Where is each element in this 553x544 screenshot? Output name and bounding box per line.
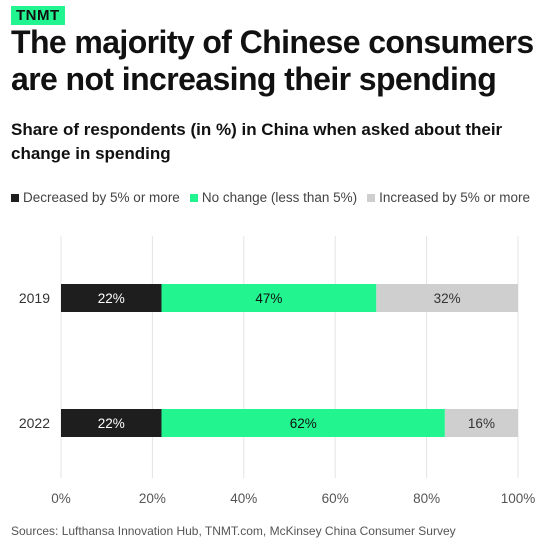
bar-segment [444, 409, 518, 437]
legend-label-no-change: No change (less than 5%) [201, 190, 358, 205]
legend-swatch-increased [367, 193, 376, 202]
x-tick-label: 80% [413, 491, 440, 506]
legend-item-increased: Increased by 5% or more [367, 190, 530, 205]
legend: Decreased by 5% or more No change (less … [11, 190, 530, 205]
category-label: 2022 [19, 415, 50, 431]
data-label: 22% [98, 416, 125, 431]
data-label: 16% [468, 416, 495, 431]
legend-item-no-change: No change (less than 5%) [189, 190, 358, 205]
legend-label-decreased: Decreased by 5% or more [23, 190, 180, 205]
bar-segment [161, 284, 377, 312]
legend-swatch-no-change [189, 193, 198, 202]
x-tick-label: 0% [51, 491, 71, 506]
category-label: 2019 [19, 290, 50, 306]
source-note: Sources: Lufthansa Innovation Hub, TNMT.… [11, 524, 456, 538]
data-label: 62% [290, 416, 317, 431]
data-label: 47% [255, 291, 282, 306]
x-tick-label: 100% [501, 491, 536, 506]
x-tick-label: 20% [139, 491, 166, 506]
bar-segment [61, 284, 162, 312]
bar-segment [61, 409, 162, 437]
x-tick-label: 40% [230, 491, 257, 506]
bar-segment [161, 409, 445, 437]
stacked-bar-chart: 0% 20% 40% 60% 80% 100% 2019 22% 47% 32% 2022 22% 62… [19, 236, 536, 506]
data-label: 22% [98, 291, 125, 306]
headline: The majority of Chinese consumers are no… [11, 24, 534, 97]
bar-segment [376, 284, 518, 312]
legend-label-increased: Increased by 5% or more [379, 190, 530, 205]
chart-subtitle: Share of respondents (in %) in China whe… [11, 120, 503, 163]
legend-item-decreased: Decreased by 5% or more [11, 190, 180, 205]
data-label: 32% [434, 291, 461, 306]
brand-logo: TNMT [11, 6, 65, 25]
x-tick-label: 60% [322, 491, 349, 506]
legend-swatch-decreased [11, 193, 19, 202]
